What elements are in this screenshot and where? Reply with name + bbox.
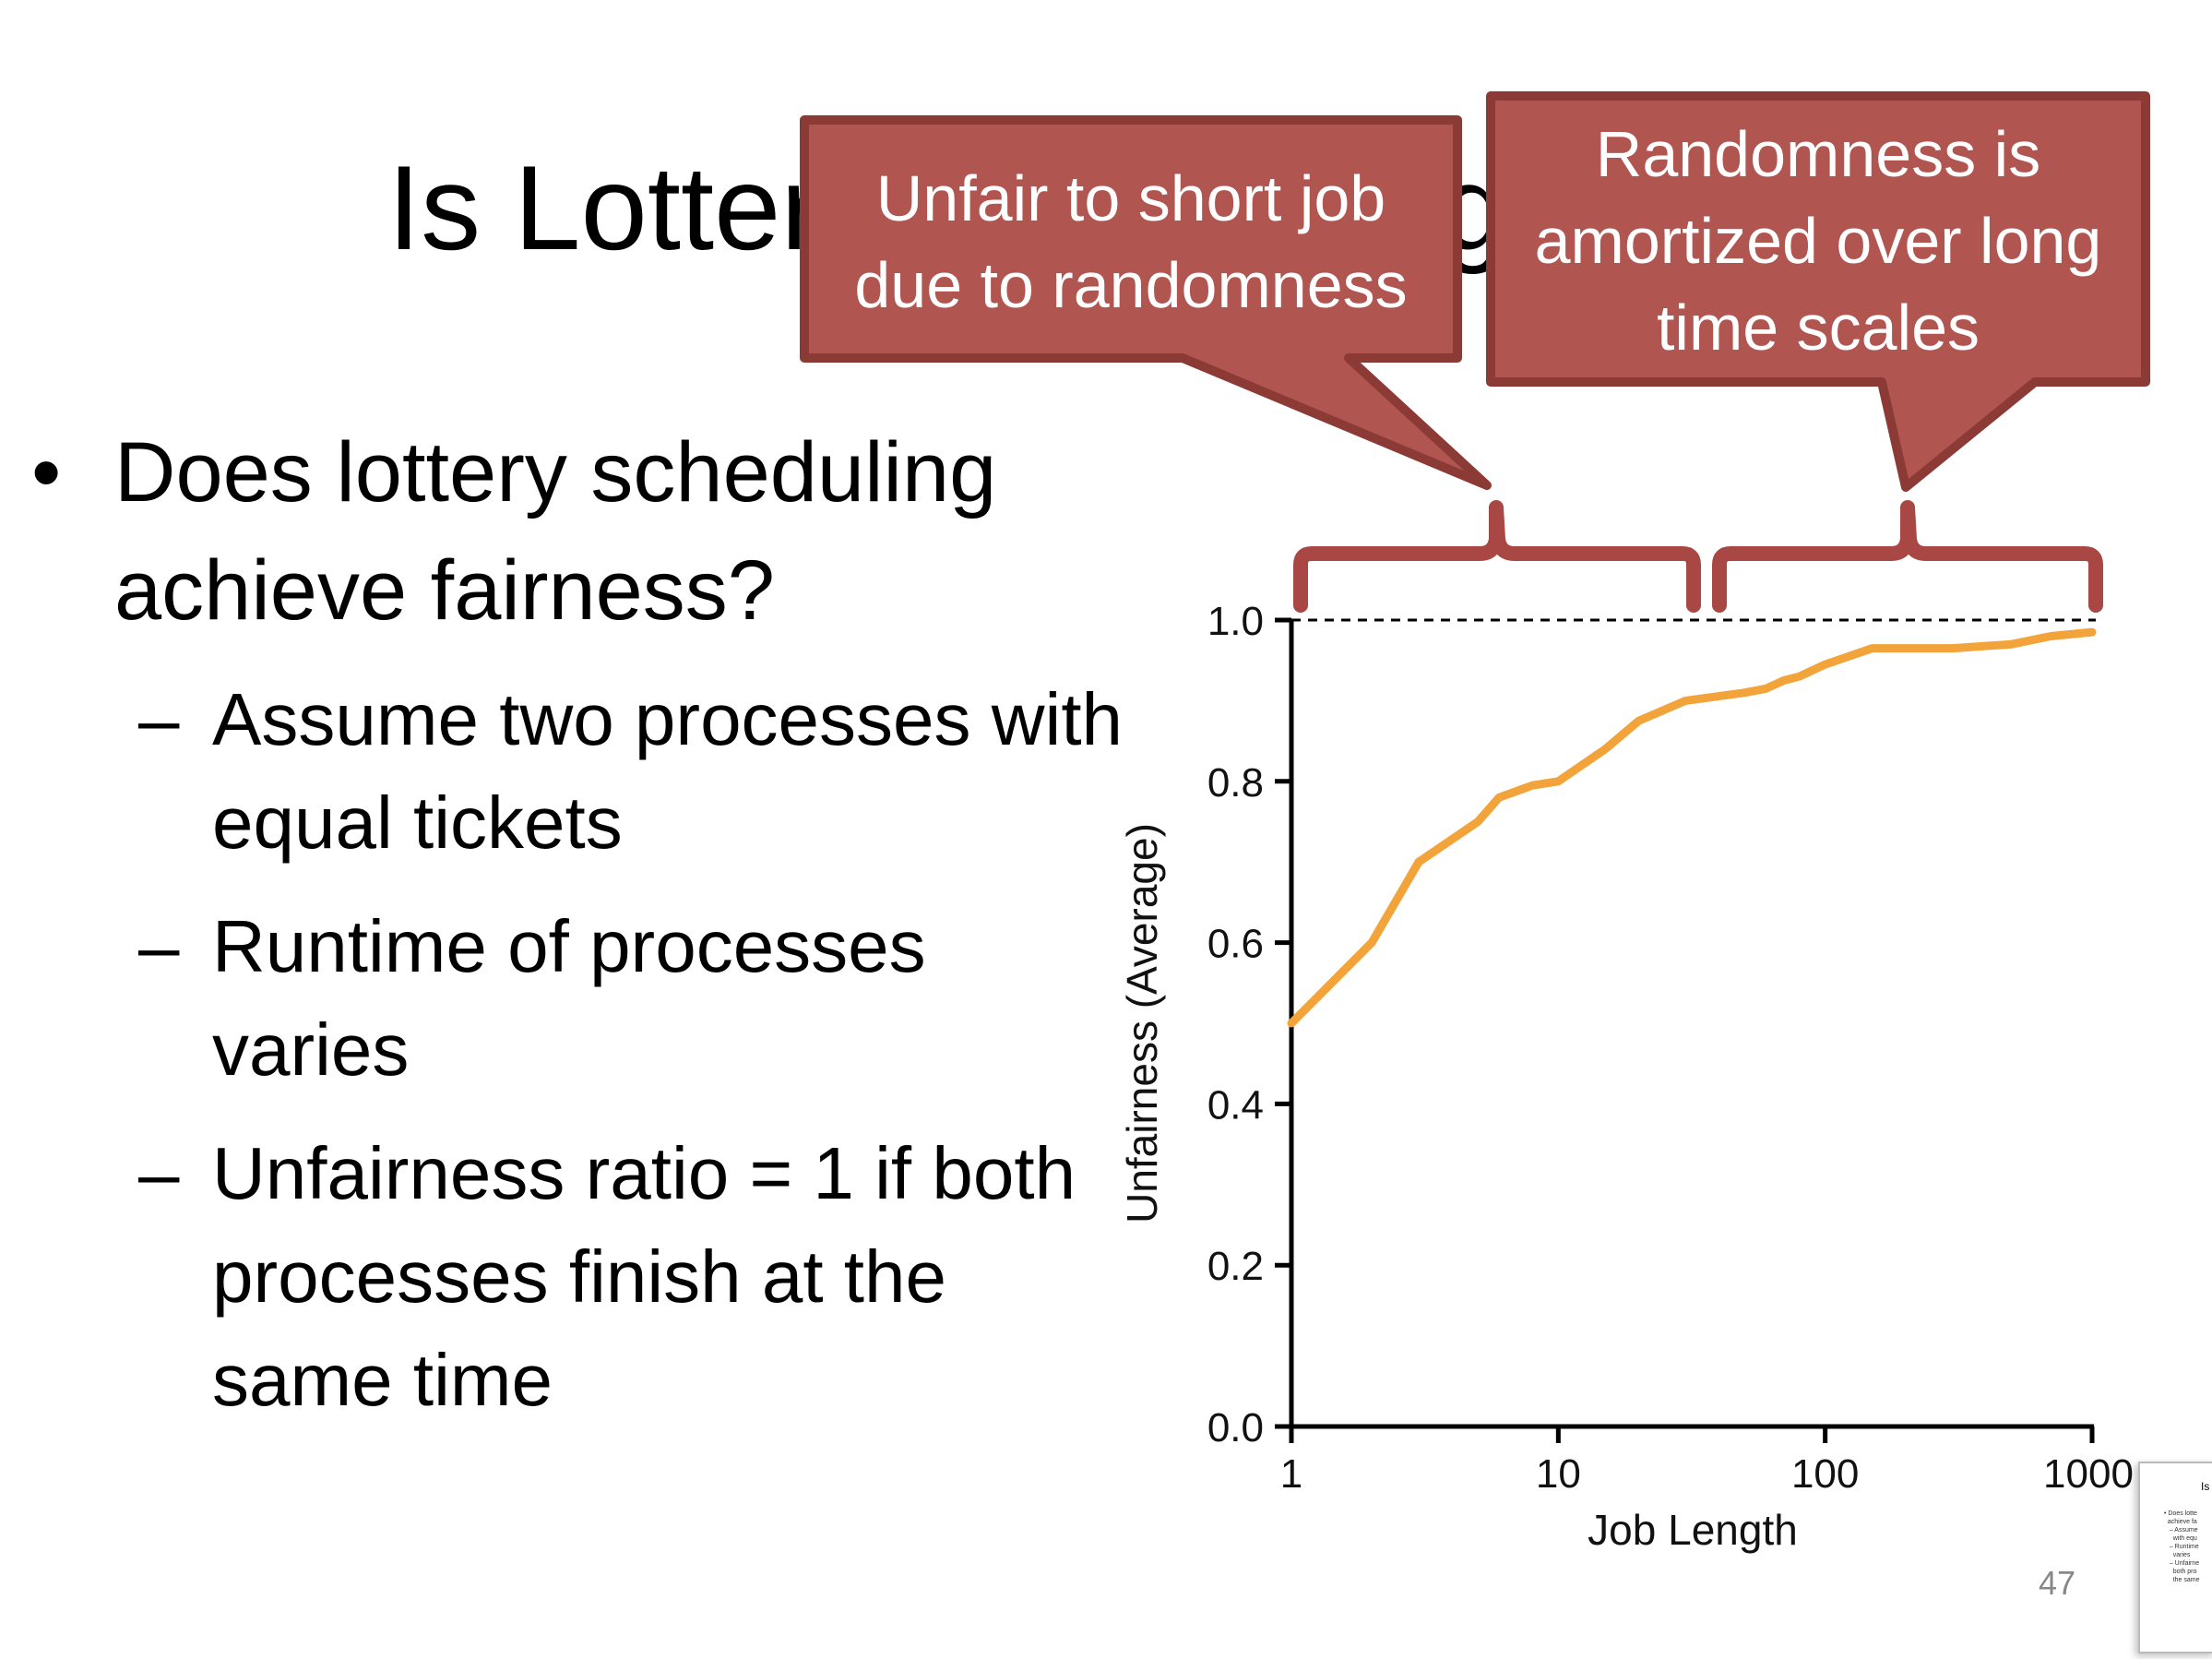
thumbnail-title: Is bbox=[2201, 1480, 2210, 1493]
x-tick-label: 100 bbox=[1791, 1451, 1859, 1497]
x-ticks: 1 10 100 1000 bbox=[1280, 1426, 2134, 1497]
callout-right-text: Randomness is amortized over long time s… bbox=[1491, 111, 2146, 371]
dash-icon: – bbox=[138, 678, 180, 760]
series-line bbox=[1287, 627, 2097, 1028]
sub-bullet-text: Unfairness ratio = 1 if both processes f… bbox=[212, 1132, 1076, 1421]
y-tick-label: 1.0 bbox=[1207, 599, 1264, 644]
y-tick-label: 0.0 bbox=[1207, 1405, 1264, 1450]
bullet-list: • Does lottery scheduling achieve fairne… bbox=[0, 0, 1123, 1476]
dash-icon: – bbox=[138, 905, 180, 987]
x-axis-label: Job Length bbox=[1588, 1506, 1798, 1554]
callout-left-line: Unfair to short job bbox=[875, 162, 1386, 234]
y-tick-label: 0.8 bbox=[1207, 760, 1264, 806]
sub-bullet-text: Assume two processes with equal tickets bbox=[212, 678, 1124, 864]
y-tick-label: 0.4 bbox=[1207, 1082, 1264, 1128]
callout-left-text: Unfair to short job due to randomness bbox=[804, 155, 1457, 328]
page-number: 47 bbox=[2039, 1564, 2076, 1602]
bullet-text: Does lottery scheduling achieve fairness… bbox=[114, 425, 997, 638]
thumbnail-body: • Does lotte achieve fa – Assume with eq… bbox=[2164, 1510, 2200, 1583]
y-tick-label: 0.2 bbox=[1207, 1244, 1264, 1289]
callout-left-shape bbox=[800, 115, 1492, 490]
callout-right-line: time scales bbox=[1656, 292, 1980, 364]
callout-right-shape bbox=[1486, 91, 2150, 492]
sub-bullet-text: Runtime of processes varies bbox=[212, 905, 926, 1091]
callout-right-line: amortized over long bbox=[1534, 205, 2102, 277]
long-job-bracket bbox=[1712, 500, 2103, 613]
callout-left-line: due to randomness bbox=[854, 249, 1408, 321]
dash-icon: – bbox=[138, 1132, 180, 1214]
y-ticks: 0.0 0.2 0.4 0.6 0.8 1.0 bbox=[1207, 599, 1291, 1450]
x-tick-label: 1000 bbox=[2043, 1451, 2134, 1497]
y-axis-label: Unfairness (Average) bbox=[1118, 823, 1166, 1223]
bullet-dot-icon: • bbox=[31, 425, 62, 519]
y-tick-label: 0.6 bbox=[1207, 922, 1264, 967]
slide-thumbnail[interactable]: Is • Does lotte achieve fa – Assume with… bbox=[2138, 1462, 2212, 1653]
x-tick-label: 1 bbox=[1280, 1451, 1302, 1497]
callout-right-line: Randomness is bbox=[1595, 118, 2041, 190]
short-job-bracket bbox=[1293, 500, 1701, 613]
x-tick-label: 10 bbox=[1536, 1451, 1581, 1497]
